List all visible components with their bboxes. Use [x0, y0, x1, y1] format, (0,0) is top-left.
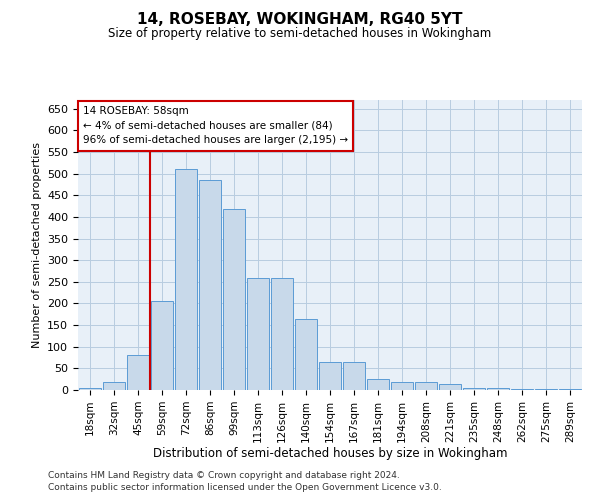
Bar [367, 379, 389, 390]
Bar [463, 388, 485, 390]
Bar [223, 209, 245, 390]
Y-axis label: Number of semi-detached properties: Number of semi-detached properties [32, 142, 41, 348]
Text: Contains public sector information licensed under the Open Government Licence v3: Contains public sector information licen… [48, 483, 442, 492]
Text: Size of property relative to semi-detached houses in Wokingham: Size of property relative to semi-detach… [109, 28, 491, 40]
Bar [319, 362, 341, 390]
Bar [511, 388, 533, 390]
Bar [295, 318, 317, 390]
Bar [103, 382, 125, 390]
Bar [343, 362, 365, 390]
Bar [487, 388, 509, 390]
Text: 14, ROSEBAY, WOKINGHAM, RG40 5YT: 14, ROSEBAY, WOKINGHAM, RG40 5YT [137, 12, 463, 28]
Bar [247, 278, 269, 390]
Bar [439, 384, 461, 390]
Bar [271, 278, 293, 390]
Text: Contains HM Land Registry data © Crown copyright and database right 2024.: Contains HM Land Registry data © Crown c… [48, 470, 400, 480]
Text: 14 ROSEBAY: 58sqm
← 4% of semi-detached houses are smaller (84)
96% of semi-deta: 14 ROSEBAY: 58sqm ← 4% of semi-detached … [83, 106, 348, 146]
Text: Distribution of semi-detached houses by size in Wokingham: Distribution of semi-detached houses by … [153, 448, 507, 460]
Bar [199, 180, 221, 390]
Bar [175, 170, 197, 390]
Bar [127, 356, 149, 390]
Bar [79, 388, 101, 390]
Bar [415, 382, 437, 390]
Bar [151, 302, 173, 390]
Bar [559, 388, 581, 390]
Bar [391, 382, 413, 390]
Bar [535, 389, 557, 390]
